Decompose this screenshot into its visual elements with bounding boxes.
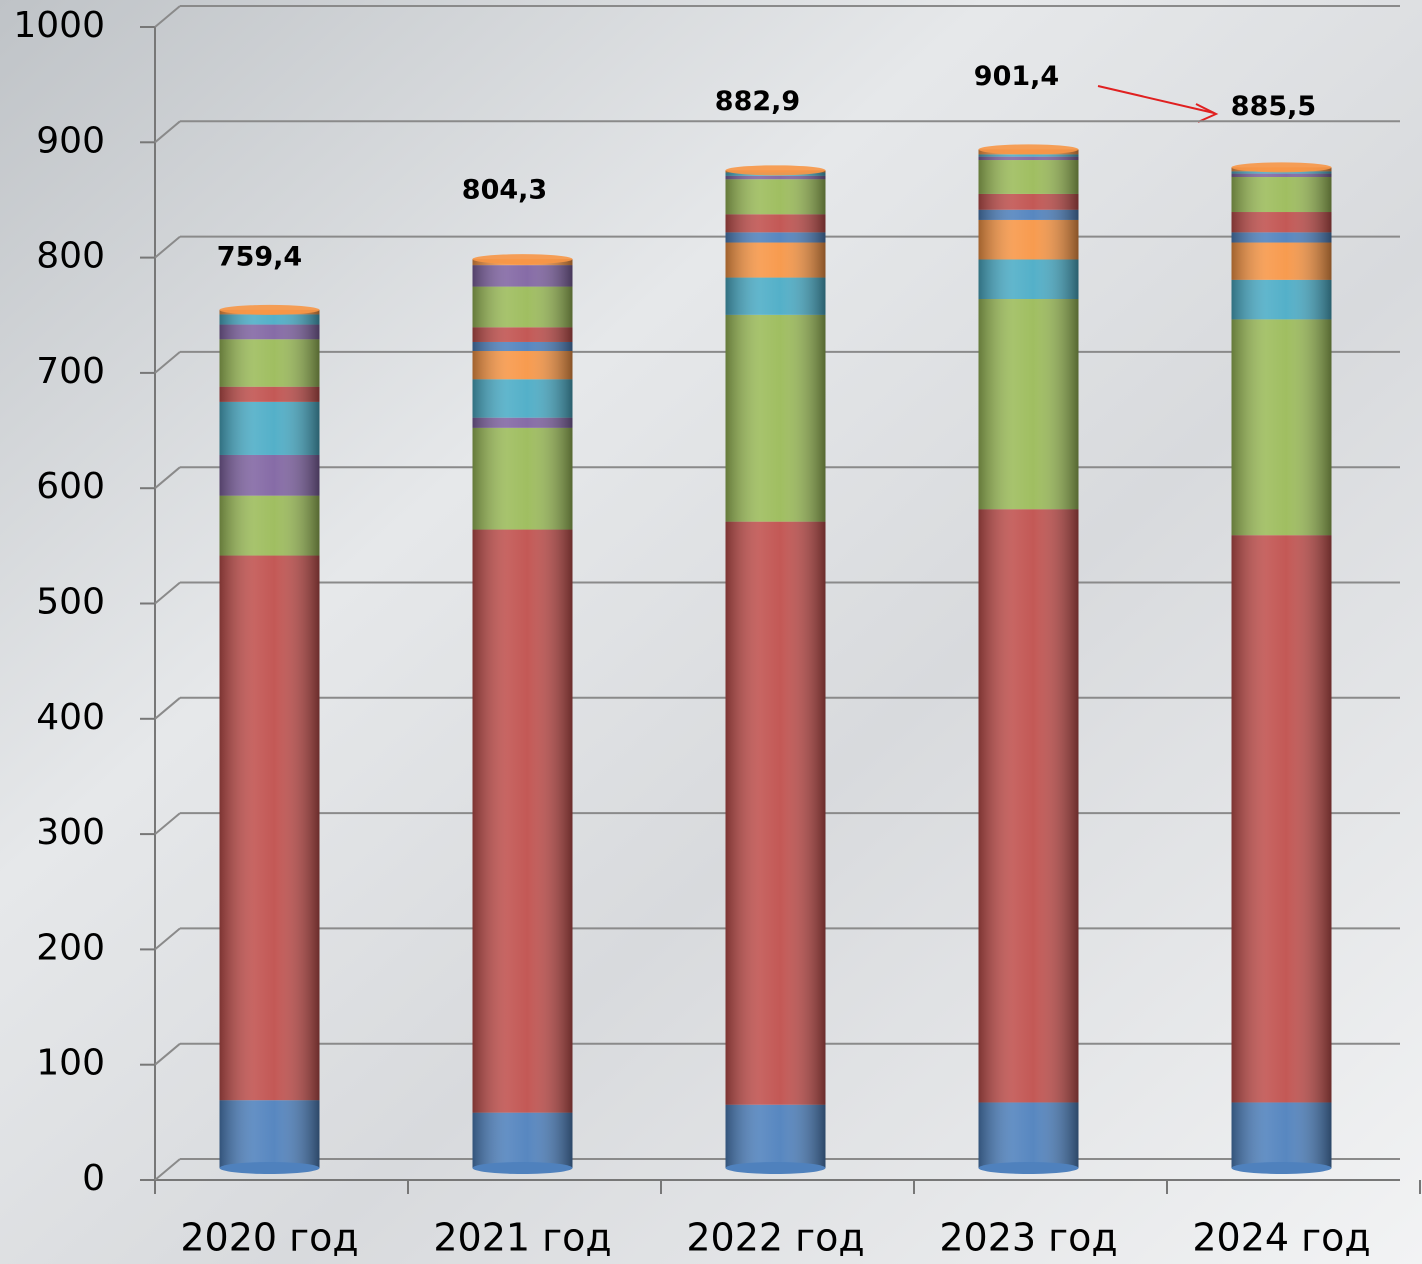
x-tick-label: 2023 год (939, 1216, 1117, 1260)
y-tick-label: 0 (82, 1158, 105, 1199)
y-tick-label: 900 (36, 120, 105, 161)
grid-line-side (154, 235, 181, 259)
bar-top (1231, 162, 1332, 173)
grid-line-side (154, 581, 181, 605)
bar-shade (472, 259, 573, 1168)
y-tick-label: 400 (36, 697, 105, 738)
total-label: 901,4 (974, 61, 1059, 92)
bar-bottom (219, 1162, 320, 1174)
annotation-arrow-head (1195, 103, 1219, 123)
x-tick-label: 2022 год (686, 1216, 864, 1260)
bar-bottom (725, 1162, 826, 1174)
total-label: 882,9 (715, 86, 800, 117)
grid-line-side (154, 927, 181, 951)
y-tick-label: 300 (36, 812, 105, 853)
y-tick-label: 1000 (13, 5, 105, 46)
grid-line-side (154, 5, 181, 28)
bar-shade (978, 149, 1079, 1169)
bar-top (978, 144, 1079, 155)
bar-bottom (1231, 1162, 1332, 1174)
x-tick-label: 2020 год (180, 1216, 358, 1260)
annotation-arrow (1097, 85, 1215, 114)
grid-line-side (154, 1042, 181, 1066)
total-label: 885,5 (1231, 91, 1316, 122)
total-label: 804,3 (462, 175, 547, 206)
bar-top (472, 254, 573, 265)
bar-shade (219, 309, 320, 1168)
bar-bottom (978, 1162, 1079, 1174)
bar-top (725, 165, 826, 176)
y-tick-label: 500 (36, 582, 105, 623)
y-tick-label: 100 (36, 1043, 105, 1084)
grid-line-side (154, 120, 181, 144)
x-tick-label: 2024 год (1192, 1216, 1370, 1260)
bar-shade (1231, 167, 1332, 1168)
grid-line-side (154, 351, 181, 374)
bar-shade (725, 170, 826, 1168)
bar-bottom (472, 1162, 573, 1174)
grid-line-side (154, 812, 181, 835)
grid-line-side (154, 466, 181, 489)
grid-line-side (154, 697, 181, 720)
total-label: 759,4 (217, 241, 302, 272)
y-tick-label: 700 (36, 351, 105, 392)
y-tick-label: 200 (36, 927, 105, 968)
x-tick-label: 2021 год (433, 1216, 611, 1260)
bar-top (219, 304, 320, 315)
y-tick-label: 800 (36, 236, 105, 277)
grid-line-side (154, 1158, 181, 1181)
y-tick-label: 600 (36, 466, 105, 507)
